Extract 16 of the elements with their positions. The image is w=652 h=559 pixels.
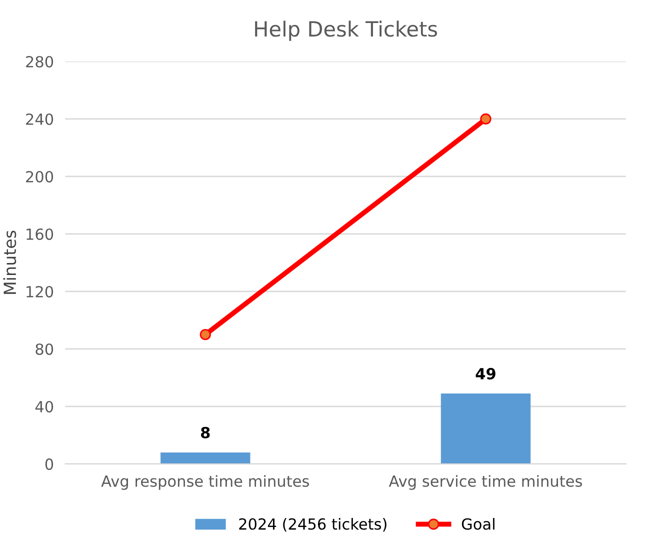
x-tick-label: Avg response time minutes — [101, 475, 309, 490]
y-tick-label: 80 — [36, 343, 54, 355]
x-tick-label: Avg service time minutes — [388, 475, 582, 490]
legend-label: Goal — [462, 518, 494, 530]
y-tick-label: 280 — [26, 56, 54, 68]
y-tick-label: 120 — [26, 286, 54, 298]
y-tick-label: 200 — [26, 170, 54, 183]
y-tick-label: 40 — [35, 400, 54, 412]
y-tick-label: 0 — [45, 458, 54, 470]
legend-label: 2024 (2456 tickets) — [239, 518, 386, 532]
y-axis-title: Minutes — [3, 230, 16, 294]
data-label: 49 — [476, 368, 496, 380]
chart-title: Help Desk Tickets — [255, 20, 438, 41]
y-tick-label: 160 — [26, 228, 54, 240]
y-tick-label: 240 — [26, 113, 54, 126]
data-label: 8 — [201, 426, 210, 438]
